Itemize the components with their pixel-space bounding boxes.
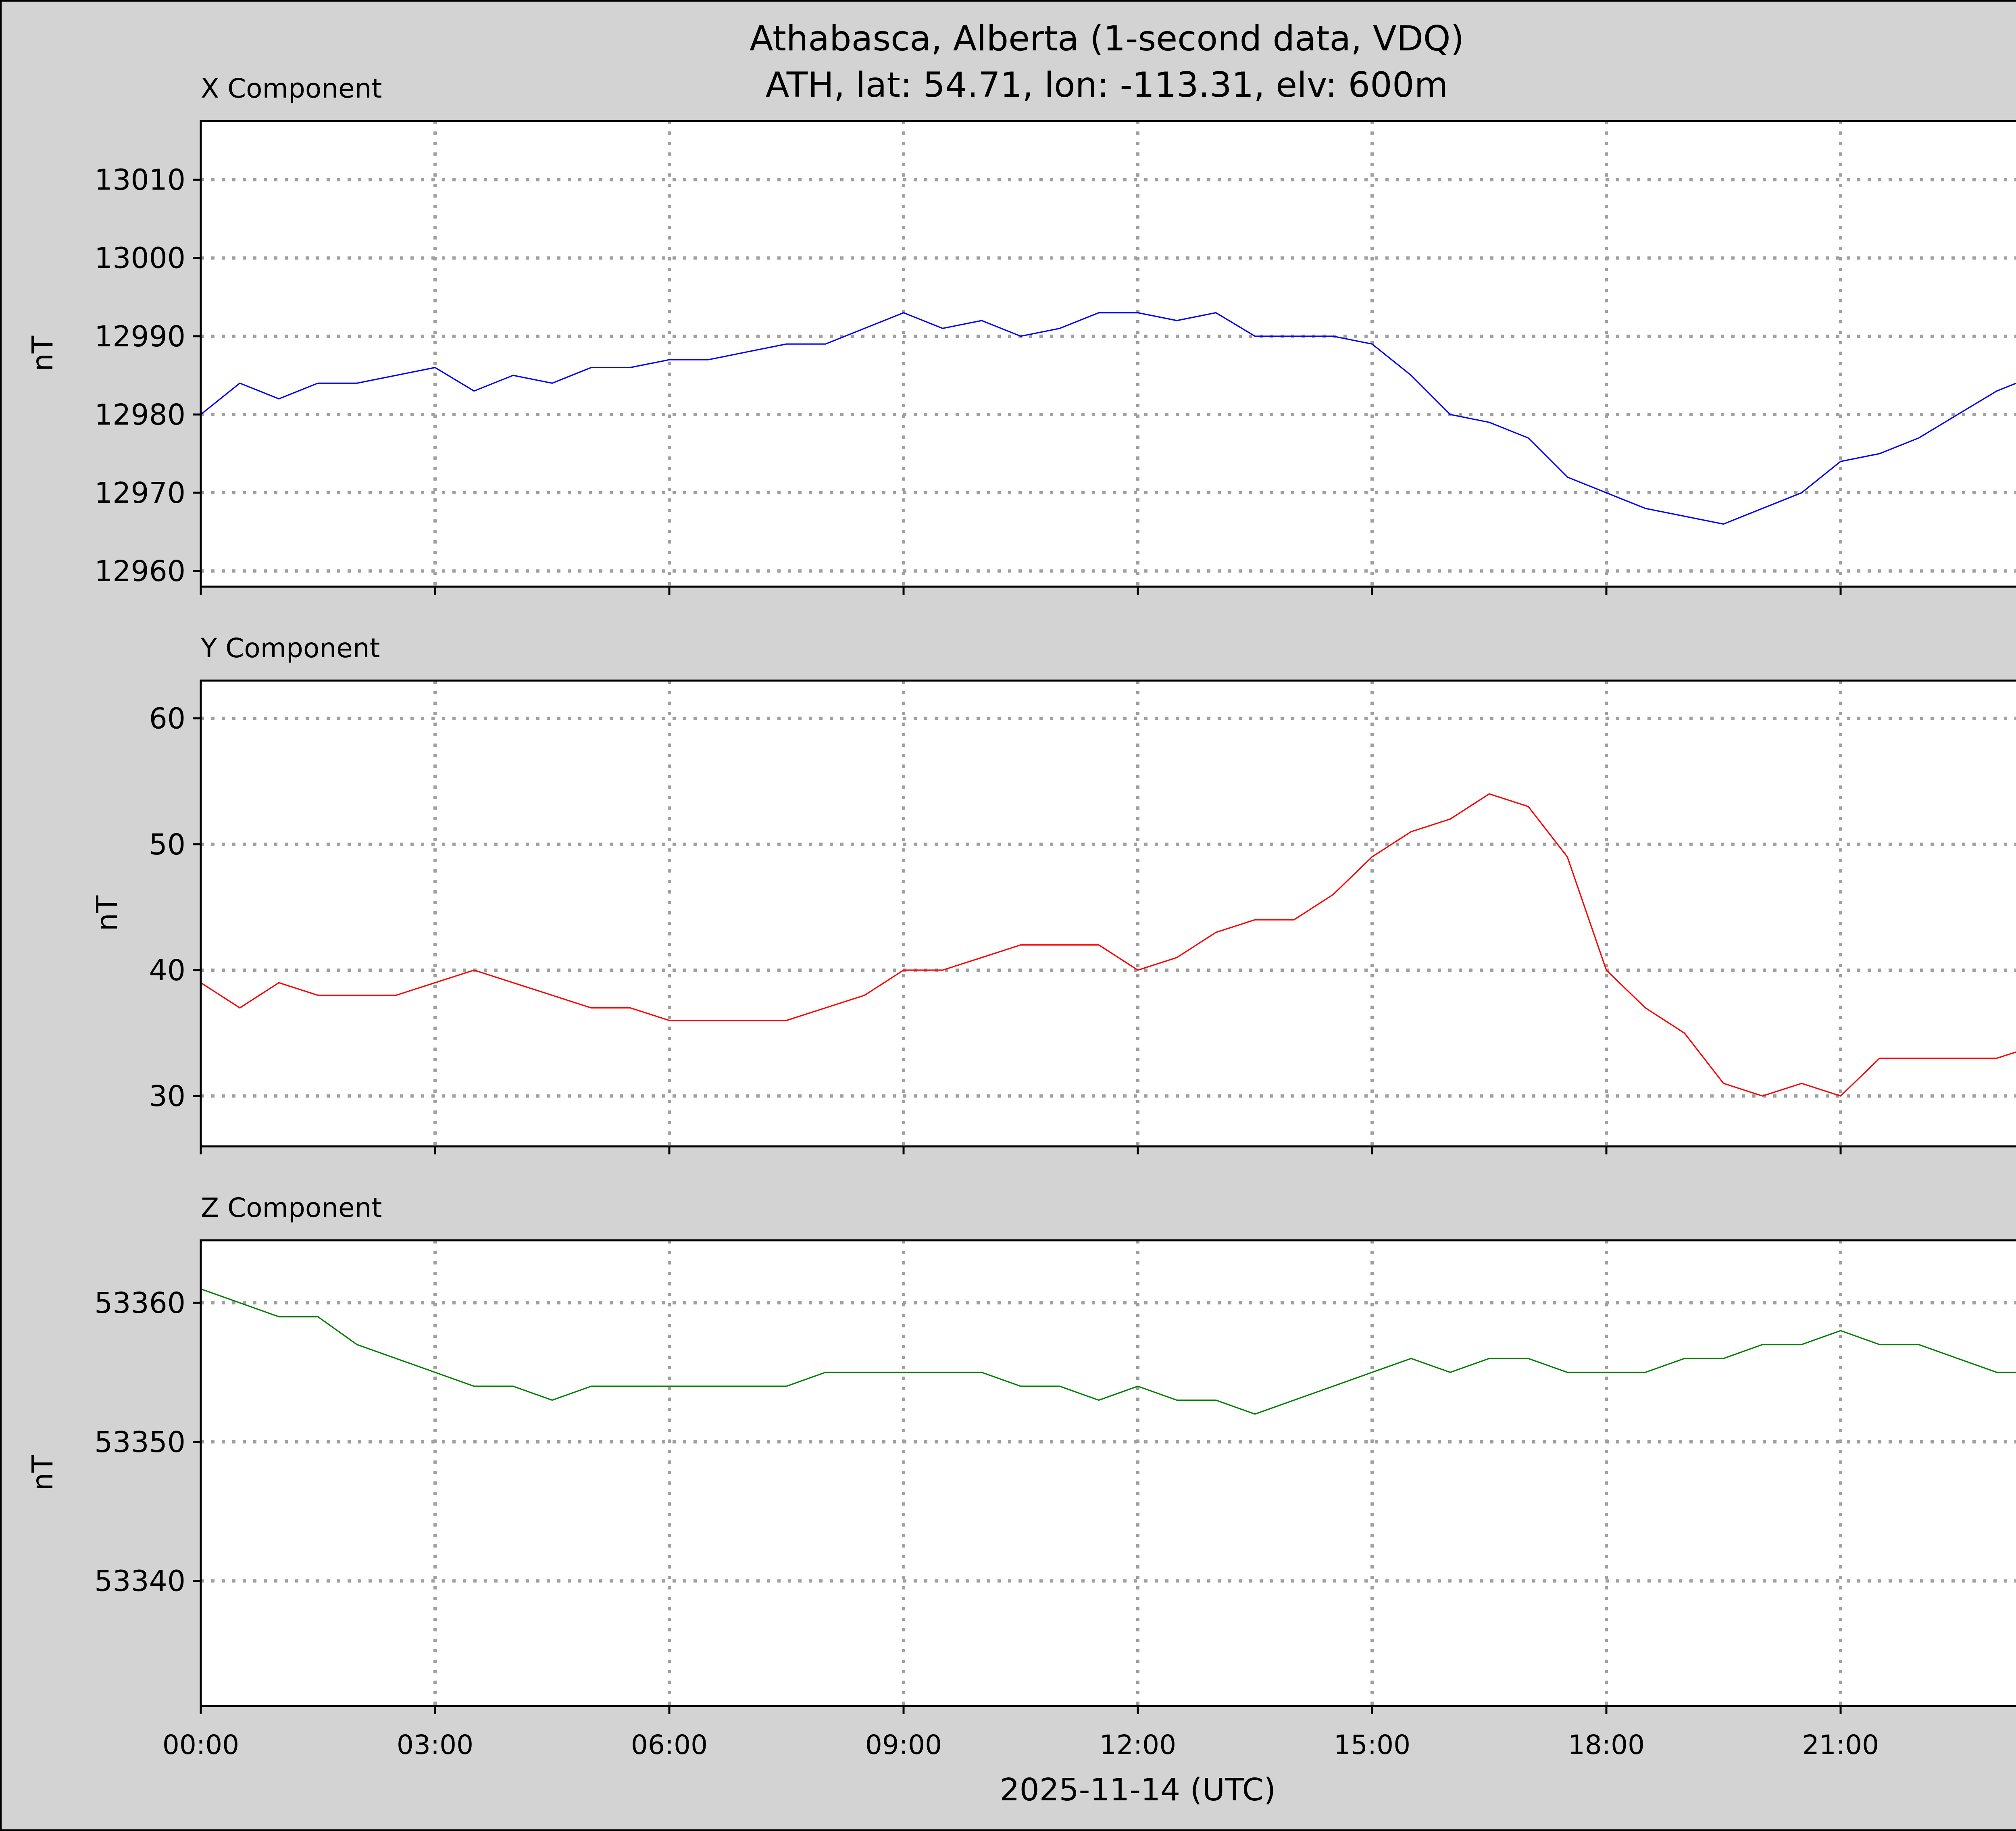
- panel-x-y-ticks: 12960 12970 12980 12990 13000 13010: [94, 163, 201, 588]
- chart-subtitle: ATH, lat: 54.71, lon: -113.31, elv: 600m: [766, 65, 1448, 105]
- panel-y-ylabel: nT: [90, 895, 124, 931]
- x-tick-label: 00:00: [162, 1729, 239, 1760]
- panel-z: Z Component 53340 53350 53360 nT: [26, 1192, 2016, 1714]
- panel-z-grid: [201, 1240, 2016, 1706]
- x-axis-label: 2025-11-14 (UTC): [1000, 1772, 1276, 1808]
- panel-x-plot-area: [200, 120, 2016, 588]
- panel-x-grid: [201, 121, 2016, 587]
- panel-x-title: X Component: [201, 73, 382, 104]
- y-tick-label: 12960: [94, 554, 185, 588]
- panel-x: X Component 12960 12970 12980 12990 13000 130…: [26, 73, 2016, 595]
- x-tick-label: 03:00: [397, 1729, 473, 1760]
- panel-y-x-tickmarks: [200, 1146, 1842, 1154]
- panel-z-ylabel: nT: [26, 1455, 59, 1491]
- y-tick-label: 50: [149, 828, 185, 861]
- chart-title: Athabasca, Alberta (1-second data, VDQ): [750, 19, 1464, 59]
- panel-z-y-ticks: 53340 53350 53360: [94, 1286, 201, 1598]
- x-tick-label: 15:00: [1334, 1729, 1410, 1760]
- x-tick-label: 18:00: [1568, 1729, 1645, 1760]
- panel-y-plot-area: [200, 679, 2016, 1148]
- y-tick-label: 60: [149, 702, 185, 735]
- panel-z-series-line: [200, 1288, 2016, 1415]
- x-tick-label: 12:00: [1100, 1729, 1176, 1760]
- x-tick-label: 09:00: [865, 1729, 942, 1760]
- y-tick-label: 53340: [94, 1564, 185, 1598]
- panel-z-title: Z Component: [201, 1192, 382, 1223]
- panel-y-title: Y Component: [200, 633, 380, 664]
- y-tick-label: 40: [149, 954, 185, 987]
- x-tick-labels: 00:00 03:00 06:00 09:00 12:00 15:00 18:00 21:00: [162, 1729, 1879, 1760]
- x-tick-label: 21:00: [1802, 1729, 1879, 1760]
- panel-x-ylabel: nT: [26, 335, 59, 371]
- y-tick-label: 53350: [94, 1425, 185, 1459]
- y-tick-label: 53360: [94, 1286, 185, 1320]
- y-tick-label: 12970: [94, 476, 185, 510]
- panel-y-series-line: [200, 793, 2016, 1097]
- x-tick-label: 06:00: [631, 1729, 708, 1760]
- panel-z-x-tickmarks: [200, 1706, 1842, 1714]
- panel-y-y-ticks: 30 40 50 60: [149, 702, 201, 1113]
- y-tick-label: 13010: [94, 163, 185, 197]
- panel-y-grid: [201, 681, 2016, 1146]
- panel-x-x-tickmarks: [200, 587, 1842, 595]
- y-tick-label: 12990: [94, 320, 185, 353]
- y-tick-label: 13000: [94, 242, 185, 275]
- y-tick-label: 12980: [94, 398, 185, 431]
- panel-x-series-line: [200, 312, 2016, 525]
- y-tick-label: 30: [149, 1079, 185, 1113]
- panel-z-plot-area: [200, 1239, 2016, 1707]
- panel-y: Y Component 30 40 50 60 nT: [90, 633, 2016, 1154]
